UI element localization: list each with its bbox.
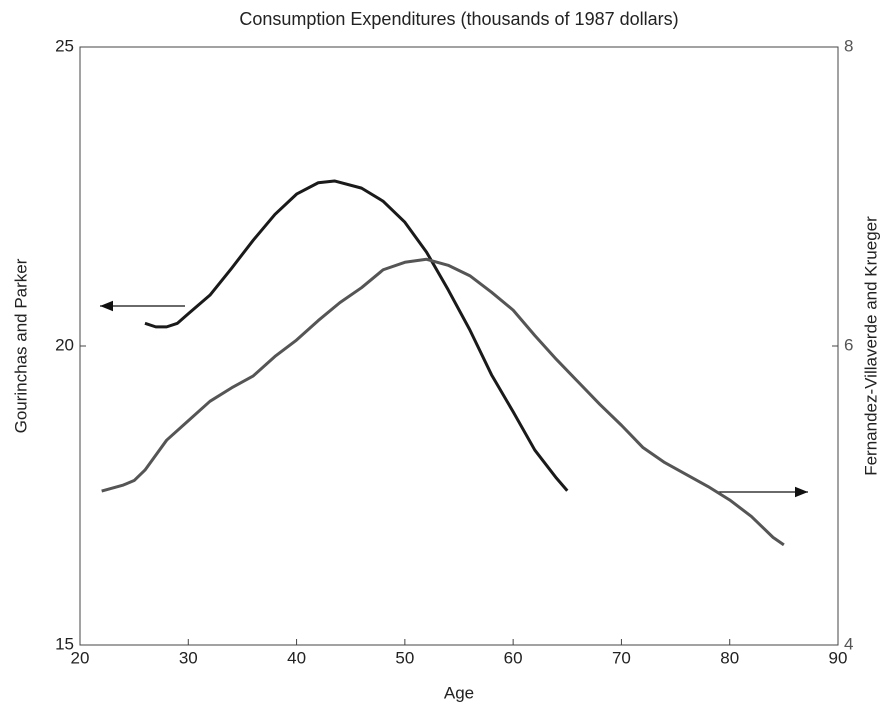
series-line [101, 257, 785, 547]
x-tick-label: 80 [720, 648, 739, 667]
x-tick-label: 40 [287, 648, 306, 667]
series-line [144, 179, 569, 492]
x-axis-label: Age [444, 683, 474, 702]
x-tick-label: 30 [179, 648, 198, 667]
plot-frame [79, 46, 839, 646]
y2-axis-label: Fernandez-Villaverde and Krueger [861, 216, 880, 476]
y2-tick-label: 6 [844, 335, 853, 354]
x-tick-label: 60 [504, 648, 523, 667]
x-tick-label: 70 [612, 648, 631, 667]
x-tick-label: 20 [71, 648, 90, 667]
y-tick-label: 25 [55, 36, 74, 55]
y2-tick-label: 4 [844, 634, 853, 653]
chart-title: Consumption Expenditures (thousands of 1… [239, 9, 678, 29]
x-tick-label: 50 [395, 648, 414, 667]
y-tick-label: 20 [55, 335, 74, 354]
y-tick-label: 15 [55, 634, 74, 653]
y-axis-label: Gourinchas and Parker [11, 258, 30, 433]
y2-tick-label: 8 [844, 36, 853, 55]
x-tick-label: 90 [829, 648, 848, 667]
